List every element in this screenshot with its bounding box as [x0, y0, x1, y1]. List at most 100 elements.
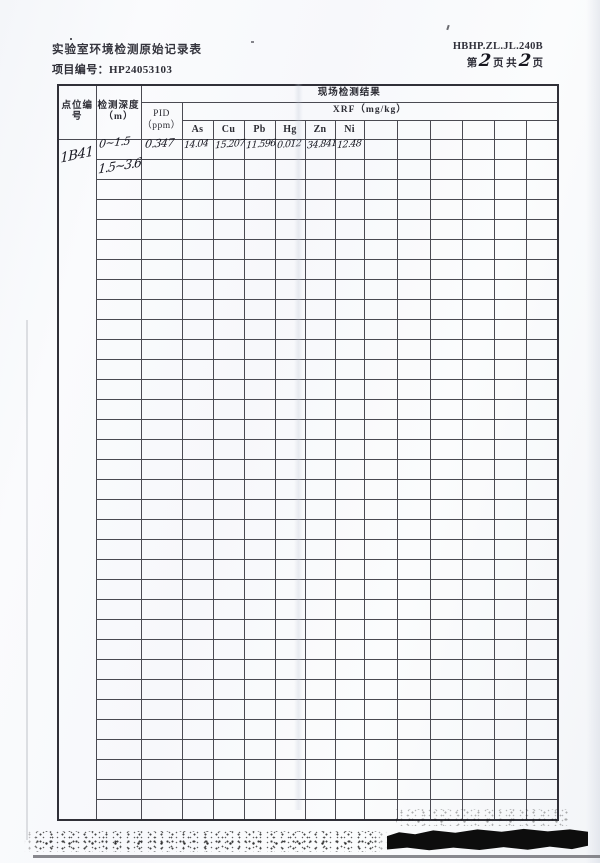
cell-pid	[140, 698, 183, 720]
cell-As	[181, 538, 214, 560]
cell-Cu: 15.207	[212, 138, 245, 160]
cell-Pb	[243, 498, 276, 520]
cell-e4	[461, 618, 495, 640]
cell-e6	[525, 518, 559, 540]
cell-e2	[396, 658, 431, 680]
cell-depth	[95, 538, 142, 560]
cell-Cu	[212, 258, 245, 280]
cell-As	[181, 258, 214, 280]
cell-e1	[363, 538, 398, 560]
cell-Pb	[243, 318, 276, 340]
cell-As	[181, 158, 214, 180]
scan-edge-line	[26, 320, 28, 840]
cell-Zn	[304, 178, 336, 200]
cell-pid	[140, 378, 183, 400]
cell-e3	[429, 218, 463, 240]
header-empty-cell	[396, 119, 431, 140]
cell-Cu	[212, 238, 245, 260]
cell-Ni	[334, 238, 365, 260]
body-row	[58, 598, 559, 620]
page-number-handwritten: 2	[478, 51, 493, 71]
cell-e5	[493, 378, 527, 400]
cell-Pb	[243, 718, 276, 740]
cell-depth	[95, 658, 142, 680]
cell-Cu	[212, 578, 245, 600]
cell-e6	[525, 678, 559, 700]
cell-Cu	[212, 538, 245, 560]
cell-Cu	[212, 778, 245, 800]
body-row	[58, 798, 559, 820]
page-title: 实验室环境检测原始记录表	[52, 44, 202, 56]
cell-e3	[429, 538, 463, 560]
cell-Ni	[334, 578, 365, 600]
cell-depth	[95, 418, 142, 440]
cell-pid	[140, 678, 183, 700]
cell-e6	[525, 318, 559, 340]
cell-e4	[461, 658, 495, 680]
cell-depth	[95, 678, 142, 700]
cell-pid	[140, 598, 183, 620]
cell-e3	[429, 298, 463, 320]
cell-depth	[95, 598, 142, 620]
cell-e4	[461, 678, 495, 700]
cell-Ni	[334, 558, 365, 580]
cell-e3	[429, 778, 463, 800]
cell-e2	[396, 358, 431, 380]
cell-Ni	[334, 338, 365, 360]
cell-Zn	[304, 438, 336, 460]
cell-pid: 0.347	[140, 136, 183, 160]
cell-pid	[140, 758, 183, 780]
cell-e6	[525, 718, 559, 740]
scan-speck	[251, 41, 254, 43]
cell-Cu	[212, 718, 245, 740]
cell-e3	[429, 758, 463, 780]
handwritten-value-Pb: 11.596	[245, 137, 276, 152]
cell-As	[181, 718, 214, 740]
cell-e2	[396, 378, 431, 400]
cell-e2	[396, 598, 431, 620]
body-row	[58, 518, 559, 540]
cell-Cu	[212, 418, 245, 440]
cell-Cu	[212, 558, 245, 580]
cell-Ni	[334, 718, 365, 740]
body-row	[58, 558, 559, 580]
cell-Zn	[304, 518, 336, 540]
cell-e6	[525, 658, 559, 680]
cell-depth	[95, 358, 142, 380]
cell-Ni	[334, 678, 365, 700]
cell-e5	[493, 158, 527, 180]
cell-depth	[95, 578, 142, 600]
cell-e1	[363, 638, 398, 660]
cell-As	[181, 658, 214, 680]
cell-depth	[95, 438, 142, 460]
header-element-as: As	[181, 119, 214, 140]
cell-e4	[461, 378, 495, 400]
scan-edge-tint	[586, 0, 600, 863]
header-empty-cell	[461, 119, 495, 140]
cell-Pb	[243, 558, 276, 580]
cell-Pb	[243, 238, 276, 260]
cell-Cu	[212, 458, 245, 480]
cell-As	[181, 558, 214, 580]
cell-depth	[95, 718, 142, 740]
cell-Ni	[334, 318, 365, 340]
cell-e2	[396, 718, 431, 740]
cell-Pb	[243, 658, 276, 680]
cell-depth	[95, 318, 142, 340]
cell-e1	[363, 578, 398, 600]
cell-e1	[363, 718, 398, 740]
cell-Cu	[212, 698, 245, 720]
cell-e1	[363, 798, 398, 820]
cell-Zn	[304, 418, 336, 440]
cell-Ni	[334, 658, 365, 680]
cell-pid	[140, 198, 183, 220]
cell-pid	[140, 738, 183, 760]
cell-e2	[396, 518, 431, 540]
cell-As	[181, 358, 214, 380]
cell-e5	[493, 478, 527, 500]
cell-e2	[396, 218, 431, 240]
cell-e1	[363, 358, 398, 380]
cell-e5	[493, 238, 527, 260]
cell-Zn	[304, 658, 336, 680]
cell-e6	[525, 778, 559, 800]
